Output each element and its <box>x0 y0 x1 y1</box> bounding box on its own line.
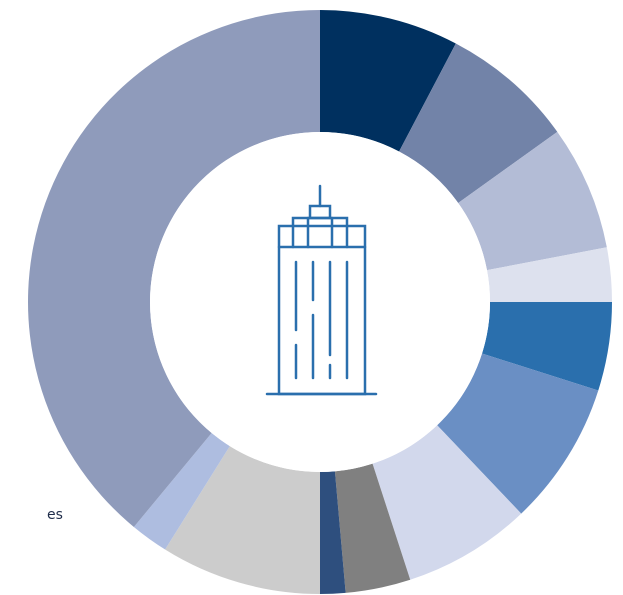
donut-slice <box>486 247 612 302</box>
donut-slice <box>165 446 320 594</box>
building-icon <box>265 184 378 396</box>
donut-slice <box>334 463 411 593</box>
donut-slice <box>399 43 558 203</box>
donut-slice <box>372 425 522 580</box>
donut-slice <box>320 471 346 594</box>
donut-slice <box>458 131 607 271</box>
donut-slice <box>27 10 320 527</box>
donut-slice <box>133 432 230 550</box>
slices <box>27 10 612 594</box>
donut-slice <box>437 353 599 514</box>
donut-hole <box>150 132 490 472</box>
donut-slice <box>482 302 612 391</box>
legend-label: es <box>47 507 63 523</box>
donut-slice <box>320 10 456 152</box>
